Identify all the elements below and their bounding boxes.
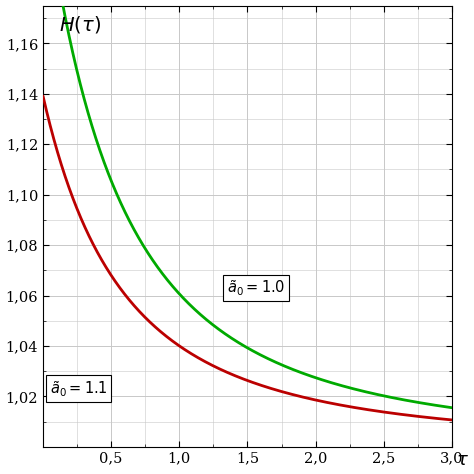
Text: $H(\tau)$: $H(\tau)$: [59, 14, 101, 36]
Text: $\tilde{a}_0 = 1.1$: $\tilde{a}_0 = 1.1$: [50, 379, 108, 399]
Text: $\tilde{a}_0 = 1.0$: $\tilde{a}_0 = 1.0$: [227, 278, 285, 298]
Text: $\tau$: $\tau$: [456, 451, 469, 469]
